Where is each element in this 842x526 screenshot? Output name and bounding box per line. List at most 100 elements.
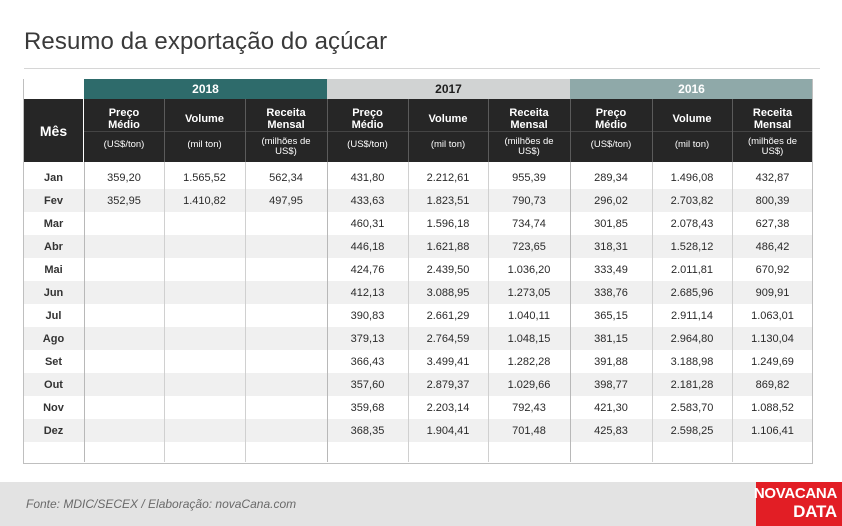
column-header-receita-mensal-2016: Receita Mensal (milhões de US$)	[732, 99, 813, 162]
table-cell: 431,80	[350, 171, 385, 184]
table-cell: 366,43	[350, 355, 385, 368]
table-cell: 1.029,66	[507, 378, 551, 391]
table-cell: 359,20	[107, 171, 141, 184]
table-cell: 909,91	[755, 286, 790, 299]
table-cell: 289,34	[594, 171, 628, 184]
table-cell: 2.203,14	[426, 401, 470, 414]
table-cell: 723,65	[512, 240, 546, 253]
table-cell: 460,31	[350, 217, 385, 230]
column-title: Volume	[672, 113, 712, 125]
novacana-data-logo: NOVACANA DATA	[753, 482, 842, 526]
column-separator	[408, 162, 409, 462]
column-separator	[652, 162, 653, 462]
table-cell: 338,76	[594, 286, 628, 299]
table-cell: 1.496,08	[670, 171, 714, 184]
table-cell: 2.078,43	[670, 217, 714, 230]
column-unit: (US$/ton)	[103, 139, 145, 150]
month-cell: Mar	[43, 217, 64, 230]
table-cell: 2.439,50	[426, 263, 470, 276]
column-header-preco-medio-2016: Preço Médio (US$/ton)	[570, 99, 652, 162]
page-title: Resumo da exportação do açúcar	[24, 28, 388, 55]
table-cell: 1.048,15	[507, 332, 551, 345]
table-cell: 432,87	[755, 171, 790, 184]
table-cell: 2.879,37	[426, 378, 470, 391]
table-cell: 424,76	[350, 263, 385, 276]
header-separator	[327, 99, 328, 162]
table-cell: 359,68	[350, 401, 385, 414]
table-cell: 497,95	[269, 194, 303, 207]
table-cell: 2.598,25	[670, 424, 714, 437]
table-cell: 381,15	[594, 332, 628, 345]
table-cell: 2.661,29	[426, 309, 470, 322]
table-cell: 425,83	[594, 424, 628, 437]
column-unit: (mil ton)	[187, 139, 222, 150]
column-unit: (US$/ton)	[590, 139, 632, 150]
table-frame	[23, 79, 813, 464]
column-title: Receita Mensal	[752, 107, 793, 131]
column-title: Preço Médio	[108, 107, 140, 131]
column-separator	[84, 162, 85, 462]
table-cell: 1.040,11	[507, 309, 550, 322]
row-band	[24, 419, 813, 442]
table-cell: 333,49	[594, 263, 628, 276]
table-cell: 318,31	[594, 240, 628, 253]
column-unit: (US$/ton)	[347, 139, 388, 150]
table-cell: 296,02	[594, 194, 628, 207]
column-title: Preço Médio	[595, 107, 627, 131]
table-cell: 357,60	[350, 378, 385, 391]
month-cell: Fev	[44, 194, 63, 207]
row-band	[24, 235, 813, 258]
table-cell: 412,13	[350, 286, 385, 299]
table-cell: 365,15	[594, 309, 628, 322]
table-cell: 1.036,20	[507, 263, 551, 276]
row-band	[24, 373, 813, 396]
table-cell: 1.249,69	[751, 355, 794, 368]
month-cell: Set	[44, 355, 63, 368]
column-title: Preço Médio	[351, 107, 384, 131]
row-band	[24, 189, 813, 212]
column-header-volume-2018: Volume (mil ton)	[164, 99, 245, 162]
table-cell: 1.106,41	[751, 424, 794, 437]
table-cell: 421,30	[594, 401, 628, 414]
table-cell: 368,35	[350, 424, 385, 437]
table-cell: 2.181,28	[670, 378, 714, 391]
column-separator	[164, 162, 165, 462]
table-cell: 2.685,96	[670, 286, 714, 299]
column-title: Volume	[428, 113, 468, 125]
table-cell: 1.621,88	[426, 240, 470, 253]
header-divider	[84, 131, 812, 132]
table-cell: 2.011,81	[670, 263, 713, 276]
column-separator	[732, 162, 733, 462]
table-cell: 562,34	[269, 171, 303, 184]
logo-line-1: NOVACANA	[753, 485, 837, 502]
column-unit: (milhões de US$)	[747, 136, 798, 157]
table-cell: 1.565,52	[183, 171, 226, 184]
header-separator	[732, 99, 733, 162]
table-cell: 1.823,51	[426, 194, 470, 207]
table-cell: 433,63	[350, 194, 385, 207]
logo-line-2: DATA	[793, 502, 837, 521]
table-cell: 792,43	[512, 401, 546, 414]
title-divider	[24, 68, 820, 69]
column-unit: (mil ton)	[430, 139, 466, 150]
table-cell: 2.964,80	[670, 332, 714, 345]
table-cell: 3.088,95	[426, 286, 470, 299]
month-cell: Jan	[44, 171, 63, 184]
table-cell: 2.583,70	[670, 401, 714, 414]
table-cell: 734,74	[512, 217, 546, 230]
column-header-receita-mensal-2017: Receita Mensal (milhões de US$)	[488, 99, 570, 162]
table-cell: 790,73	[512, 194, 546, 207]
month-column-header: Mês	[24, 99, 83, 162]
table-cell: 446,18	[350, 240, 385, 253]
column-title: Volume	[185, 113, 224, 125]
header-separator	[245, 99, 246, 162]
header-separator	[164, 99, 165, 162]
table-cell: 670,92	[755, 263, 790, 276]
column-header-preco-medio-2017: Preço Médio (US$/ton)	[327, 99, 408, 162]
month-cell: Jul	[45, 309, 62, 322]
source-note: Fonte: MDIC/SECEX / Elaboração: novaCana…	[26, 497, 297, 511]
row-band	[24, 281, 813, 304]
column-unit: (milhões de US$)	[504, 136, 554, 157]
column-separator	[570, 162, 571, 462]
header-separator	[408, 99, 409, 162]
